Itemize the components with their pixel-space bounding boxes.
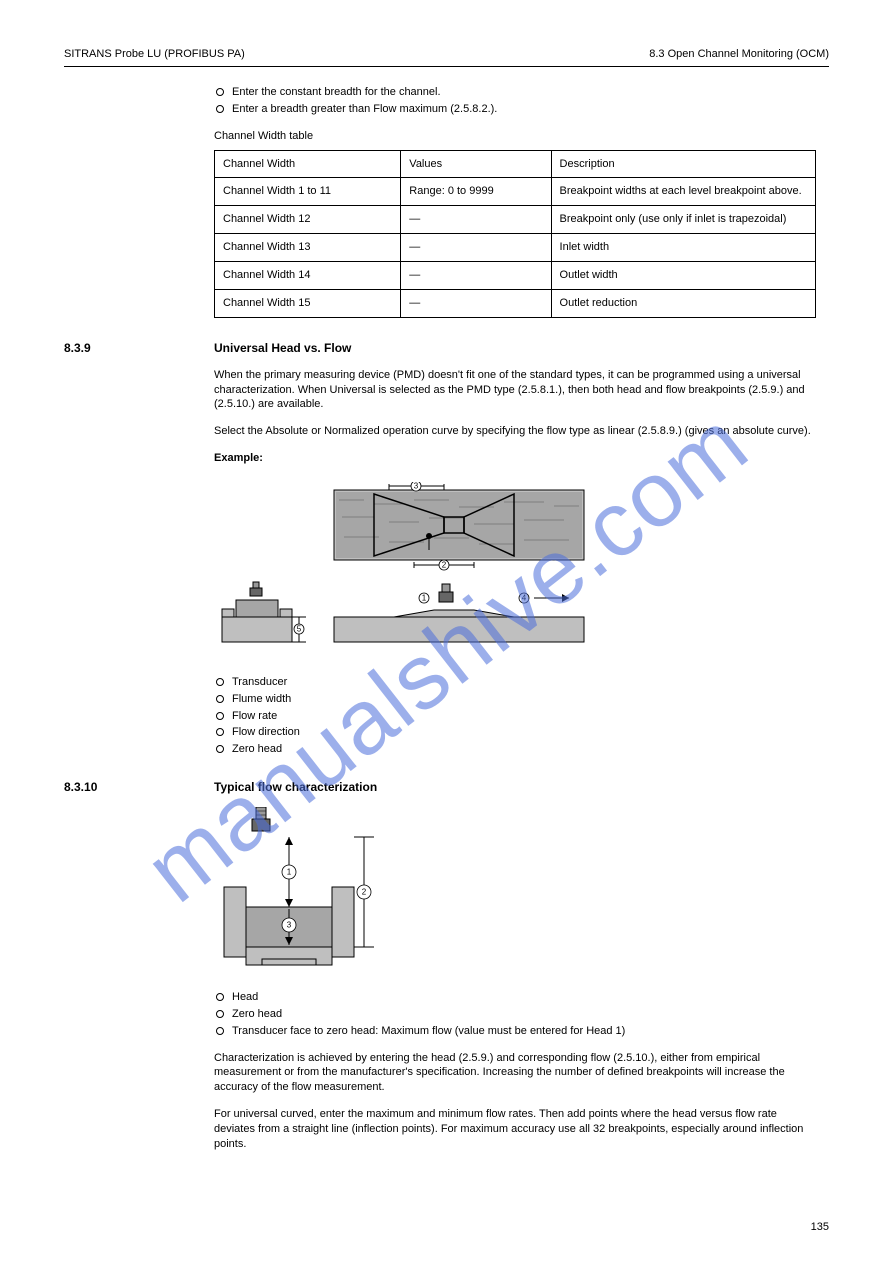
top-bullet-list: Enter the constant breadth for the chann…	[214, 85, 816, 117]
th: Description	[551, 150, 815, 178]
td: Channel Width 15	[215, 289, 401, 317]
td: Channel Width 1 to 11	[215, 178, 401, 206]
td: Range: 0 to 9999	[401, 178, 551, 206]
td: Inlet width	[551, 234, 815, 262]
paragraph: When the primary measuring device (PMD) …	[214, 368, 816, 413]
table-row: Channel Width 12 — Breakpoint only (use …	[215, 206, 816, 234]
flume-figure: 3 2	[214, 482, 594, 662]
body-column: Enter the constant breadth for the chann…	[214, 85, 816, 1152]
table-row: Channel Width 1 to 11 Range: 0 to 9999 B…	[215, 178, 816, 206]
td: —	[401, 234, 551, 262]
table-row: Channel Width 14 — Outlet width	[215, 261, 816, 289]
list-item: Head	[214, 990, 816, 1005]
td: —	[401, 261, 551, 289]
svg-text:1: 1	[422, 594, 427, 603]
td: Channel Width 13	[215, 234, 401, 262]
page-header: SITRANS Probe LU (PROFIBUS PA) 8.3 Open …	[64, 48, 829, 60]
figure4-legend: Transducer Flume width Flow rate Flow di…	[214, 675, 816, 757]
list-item: Transducer	[214, 675, 816, 690]
td: Channel Width 12	[215, 206, 401, 234]
list-item: Enter a breadth greater than Flow maximu…	[214, 102, 816, 117]
figure5-legend: Head Zero head Transducer face to zero h…	[214, 990, 816, 1039]
td: Breakpoint widths at each level breakpoi…	[551, 178, 815, 206]
section-number: 8.3.10	[64, 779, 214, 795]
page-number: 135	[811, 1221, 829, 1233]
list-item: Flume width	[214, 692, 816, 707]
section-path: 8.3 Open Channel Monitoring (OCM)	[649, 48, 829, 60]
list-item: Flow rate	[214, 709, 816, 724]
table-intro: Channel Width table	[214, 129, 816, 144]
td: —	[401, 206, 551, 234]
list-item: Enter the constant breadth for the chann…	[214, 85, 816, 100]
td: Outlet reduction	[551, 289, 815, 317]
td: Breakpoint only (use only if inlet is tr…	[551, 206, 815, 234]
list-item: Zero head	[214, 1007, 816, 1022]
manual-title: SITRANS Probe LU (PROFIBUS PA)	[64, 48, 245, 60]
svg-text:2: 2	[442, 561, 447, 570]
section-number: 8.3.9	[64, 340, 214, 356]
svg-text:3: 3	[414, 482, 419, 491]
list-item: Transducer face to zero head: Maximum fl…	[214, 1024, 816, 1039]
th: Channel Width	[215, 150, 401, 178]
header-rule	[64, 66, 829, 67]
td: Channel Width 14	[215, 261, 401, 289]
table-row: Channel Width 13 — Inlet width	[215, 234, 816, 262]
table-row: Channel Width Values Description	[215, 150, 816, 178]
td: —	[401, 289, 551, 317]
svg-text:4: 4	[522, 594, 527, 603]
svg-text:5: 5	[297, 625, 302, 634]
list-item: Zero head	[214, 742, 816, 757]
list-item: Flow direction	[214, 725, 816, 740]
paragraph: Select the Absolute or Normalized operat…	[214, 424, 816, 439]
section-title: Universal Head vs. Flow	[214, 341, 351, 355]
channel-width-table: Channel Width Values Description Channel…	[214, 150, 816, 318]
svg-text:1: 1	[287, 868, 292, 877]
section-heading: 8.3.9 Universal Head vs. Flow	[214, 340, 816, 356]
example-label: Example:	[214, 451, 816, 466]
svg-text:3: 3	[287, 921, 292, 930]
section-heading: 8.3.10 Typical flow characterization	[214, 779, 816, 795]
table-row: Channel Width 15 — Outlet reduction	[215, 289, 816, 317]
section-title: Typical flow characterization	[214, 780, 377, 794]
page: SITRANS Probe LU (PROFIBUS PA) 8.3 Open …	[0, 0, 893, 1263]
head-figure: 1 2 3	[214, 807, 394, 977]
svg-text:2: 2	[362, 888, 367, 897]
paragraph: Characterization is achieved by entering…	[214, 1051, 816, 1096]
th: Values	[401, 150, 551, 178]
paragraph: For universal curved, enter the maximum …	[214, 1107, 816, 1152]
td: Outlet width	[551, 261, 815, 289]
